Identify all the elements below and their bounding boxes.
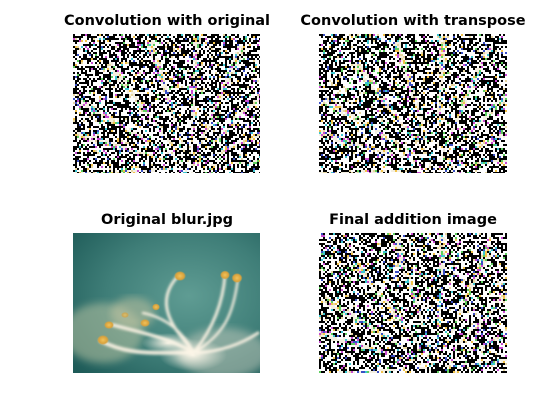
panel-title-final-addition: Final addition image: [329, 212, 497, 228]
panel-title-original-blur: Original blur.jpg: [101, 212, 233, 228]
panel-title-convolution-transpose: Convolution with transpose: [300, 13, 526, 29]
image-convolution-transpose: [319, 34, 507, 173]
image-original-blur: [73, 233, 260, 373]
image-final-addition: [319, 233, 507, 373]
image-convolution-original: [73, 34, 260, 173]
panel-title-convolution-original: Convolution with original: [63, 13, 271, 29]
